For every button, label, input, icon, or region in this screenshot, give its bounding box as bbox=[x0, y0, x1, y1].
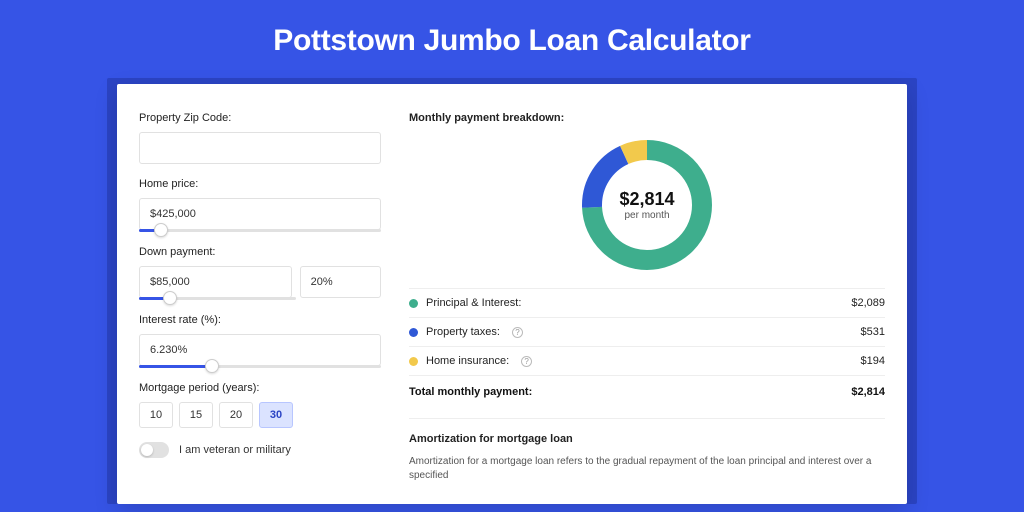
legend-dot bbox=[409, 328, 418, 337]
down-payment-label: Down payment: bbox=[139, 246, 381, 258]
interest-field: Interest rate (%): bbox=[139, 314, 381, 368]
legend-dot bbox=[409, 357, 418, 366]
down-payment-pct-input[interactable] bbox=[300, 266, 381, 298]
down-payment-field: Down payment: bbox=[139, 246, 381, 300]
legend-left: Property taxes:? bbox=[409, 326, 523, 338]
info-icon[interactable]: ? bbox=[521, 356, 532, 367]
toggle-knob bbox=[141, 444, 153, 456]
slider-thumb[interactable] bbox=[205, 359, 219, 373]
interest-slider[interactable] bbox=[139, 365, 381, 368]
period-label: Mortgage period (years): bbox=[139, 382, 381, 394]
home-price-slider[interactable] bbox=[139, 229, 381, 232]
period-option-30[interactable]: 30 bbox=[259, 402, 293, 428]
period-field: Mortgage period (years): 10152030 bbox=[139, 382, 381, 428]
zip-input[interactable] bbox=[139, 132, 381, 164]
breakdown-title: Monthly payment breakdown: bbox=[409, 112, 885, 124]
total-value: $2,814 bbox=[851, 386, 885, 398]
period-options: 10152030 bbox=[139, 402, 381, 428]
donut-center: $2,814 per month bbox=[582, 140, 712, 270]
legend-label: Home insurance: bbox=[426, 355, 509, 367]
donut-chart: $2,814 per month bbox=[582, 140, 712, 270]
period-option-20[interactable]: 20 bbox=[219, 402, 253, 428]
veteran-label: I am veteran or military bbox=[179, 444, 291, 456]
legend-value: $2,089 bbox=[851, 297, 885, 309]
home-price-input[interactable] bbox=[139, 198, 381, 230]
total-label: Total monthly payment: bbox=[409, 386, 532, 398]
interest-input[interactable] bbox=[139, 334, 381, 366]
legend-label: Property taxes: bbox=[426, 326, 500, 338]
legend-dot bbox=[409, 299, 418, 308]
home-price-field: Home price: bbox=[139, 178, 381, 232]
legend-row: Home insurance:? $194 bbox=[409, 346, 885, 376]
donut-sub: per month bbox=[624, 210, 669, 221]
legend-list: Principal & Interest: $2,089 Property taxe… bbox=[409, 288, 885, 376]
down-payment-slider[interactable] bbox=[139, 297, 296, 300]
breakdown-column: Monthly payment breakdown: $2,814 per mo… bbox=[399, 112, 885, 504]
slider-thumb[interactable] bbox=[154, 223, 168, 237]
amortization-title: Amortization for mortgage loan bbox=[409, 418, 885, 445]
interest-label: Interest rate (%): bbox=[139, 314, 381, 326]
page-title: Pottstown Jumbo Loan Calculator bbox=[0, 0, 1024, 78]
total-row: Total monthly payment: $2,814 bbox=[409, 376, 885, 412]
amortization-text: Amortization for a mortgage loan refers … bbox=[409, 445, 885, 483]
legend-value: $194 bbox=[861, 355, 885, 367]
legend-label: Principal & Interest: bbox=[426, 297, 521, 309]
donut-amount: $2,814 bbox=[619, 189, 674, 210]
inputs-column: Property Zip Code: Home price: Down paym… bbox=[139, 112, 399, 504]
donut-chart-wrap: $2,814 per month bbox=[409, 134, 885, 288]
zip-label: Property Zip Code: bbox=[139, 112, 381, 124]
zip-field: Property Zip Code: bbox=[139, 112, 381, 164]
slider-fill bbox=[139, 365, 212, 368]
legend-row: Property taxes:? $531 bbox=[409, 317, 885, 346]
home-price-label: Home price: bbox=[139, 178, 381, 190]
legend-left: Principal & Interest: bbox=[409, 297, 521, 309]
card-frame: Property Zip Code: Home price: Down paym… bbox=[107, 78, 917, 504]
slider-thumb[interactable] bbox=[163, 291, 177, 305]
veteran-toggle[interactable] bbox=[139, 442, 169, 458]
period-option-10[interactable]: 10 bbox=[139, 402, 173, 428]
info-icon[interactable]: ? bbox=[512, 327, 523, 338]
legend-left: Home insurance:? bbox=[409, 355, 532, 367]
legend-value: $531 bbox=[861, 326, 885, 338]
veteran-row: I am veteran or military bbox=[139, 442, 381, 458]
down-payment-amount-input[interactable] bbox=[139, 266, 292, 298]
legend-row: Principal & Interest: $2,089 bbox=[409, 288, 885, 317]
period-option-15[interactable]: 15 bbox=[179, 402, 213, 428]
calculator-card: Property Zip Code: Home price: Down paym… bbox=[117, 84, 907, 504]
